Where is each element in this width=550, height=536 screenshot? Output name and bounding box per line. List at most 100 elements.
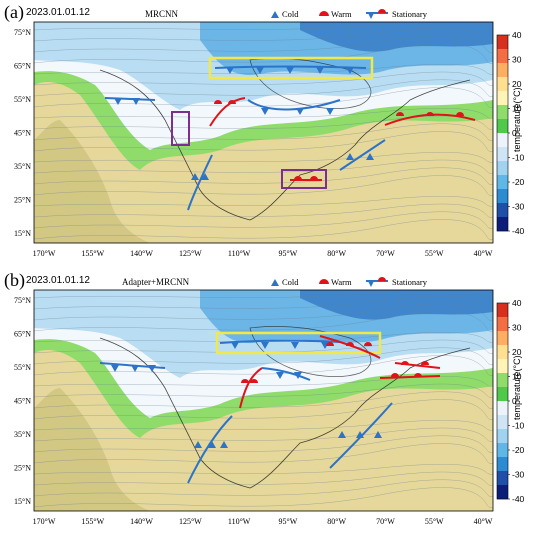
streamline <box>34 347 493 365</box>
stationary-front <box>104 97 156 101</box>
warm-front-bump <box>214 100 222 104</box>
coldest-band <box>300 290 493 320</box>
cold-front-barb <box>201 173 209 180</box>
legend-warm-a: Warm <box>331 9 352 19</box>
lat-label: 25°N <box>14 196 31 205</box>
warm-front-bump <box>310 176 318 180</box>
lon-label: 95°W <box>279 517 298 526</box>
streamline <box>34 427 493 442</box>
streamline <box>34 87 493 108</box>
cold-front-barb <box>276 372 284 379</box>
lat-label: 75°N <box>14 28 31 37</box>
colorbar-tick-label: -30 <box>512 202 525 212</box>
warm-front-bump <box>294 176 302 180</box>
warm-front-bump <box>326 342 334 346</box>
cold-front-barb <box>131 365 139 372</box>
colorbar-segment <box>497 359 508 374</box>
cold-front-barb <box>366 153 374 160</box>
streamline <box>34 295 493 310</box>
cold-front-barb <box>294 372 302 379</box>
streamline <box>34 152 493 163</box>
colorbar-tick-label: 20 <box>512 347 522 357</box>
lon-label: 55°W <box>425 249 444 258</box>
colorbar-segment <box>497 331 508 346</box>
colorbar-tick-label: -10 <box>512 421 525 431</box>
lat-label: 15°N <box>14 229 31 238</box>
warm-front-bump <box>241 379 249 383</box>
cold-front-barb <box>191 173 199 180</box>
highlight-box <box>208 56 374 80</box>
warm-front <box>319 335 381 359</box>
cold-front-barb <box>220 441 228 448</box>
lat-label: 35°N <box>14 162 31 171</box>
cold-front <box>339 139 386 171</box>
colorbar-segment <box>497 429 508 444</box>
method-label-b: Adapter+MRCNN <box>122 277 190 287</box>
panel-letter-a: (a) <box>4 2 24 22</box>
colorbar-tick-label: -20 <box>512 177 525 187</box>
streamline <box>34 43 493 64</box>
colorbar-segment <box>497 63 508 78</box>
cold-front-barb <box>374 431 382 438</box>
lat-label: 45°N <box>14 129 31 138</box>
colorbar-tick-label: -40 <box>512 494 525 504</box>
map-a: 75°N 65°N 55°N 45°N 35°N 25°N 15°N 170°W 155°W 14… <box>14 9 525 258</box>
coastline <box>99 69 471 221</box>
colorbar-segment <box>497 317 508 332</box>
lon-label: 95°W <box>279 249 298 258</box>
warm-front-bump <box>456 112 464 116</box>
colorbar-segment <box>497 189 508 204</box>
lon-label: 110°W <box>228 249 251 258</box>
streamline <box>34 383 493 398</box>
streamline <box>34 203 493 218</box>
warm-front <box>379 375 441 379</box>
colorbar-segment <box>497 203 508 218</box>
legend-warm-b: Warm <box>331 277 352 287</box>
streamline <box>34 332 493 343</box>
colorbar-tick-label: 40 <box>512 298 522 308</box>
colorbar-segment <box>497 401 508 416</box>
ocean-warm-patch <box>34 120 150 243</box>
lon-label: 170°W <box>33 517 56 526</box>
lat-label: 55°N <box>14 95 31 104</box>
cold-front-barb <box>114 98 122 105</box>
streamline <box>34 355 493 376</box>
legend-cold-symbol <box>271 279 279 286</box>
cold-front-barb <box>316 67 324 74</box>
streamline <box>34 339 493 354</box>
cold-front-barb <box>148 365 156 372</box>
cold-front-barb <box>226 67 234 74</box>
map-frame <box>33 289 494 512</box>
cold-front-barb <box>346 153 354 160</box>
colorbar-segment <box>497 443 508 458</box>
cold-front <box>261 367 311 381</box>
lon-label: 110°W <box>228 517 251 526</box>
lat-label: 25°N <box>14 464 31 473</box>
cold-front <box>247 99 341 111</box>
streamline <box>34 479 493 497</box>
colorbar-tick-label: 10 <box>512 372 522 382</box>
warm-front-bump <box>414 373 422 377</box>
lat-label: 65°N <box>14 62 31 71</box>
streamline <box>34 64 493 75</box>
map-frame <box>33 21 494 244</box>
streamline <box>34 311 493 332</box>
colorbar-tick-label: 10 <box>512 104 522 114</box>
legend-cold-a: Cold <box>282 9 299 19</box>
legend-cold-b: Cold <box>282 277 299 287</box>
cold-front-barb <box>286 67 294 74</box>
colorbar-tick-label: -10 <box>512 153 525 163</box>
lat-label: 65°N <box>14 330 31 339</box>
streamline <box>34 175 493 196</box>
cold-front-barb <box>256 67 264 74</box>
lon-label: 140°W <box>130 249 153 258</box>
cold-front-barb <box>194 441 202 448</box>
colorbar-tick-label: 30 <box>512 323 522 333</box>
streamline <box>34 71 493 86</box>
cold-front-barb <box>261 342 269 349</box>
legend-stationary-b: Stationary <box>392 277 427 287</box>
colorbar-segment <box>497 303 508 318</box>
lon-label: 155°W <box>81 249 104 258</box>
lat-label: 35°N <box>14 430 31 439</box>
lon-label: 70°W <box>376 517 395 526</box>
